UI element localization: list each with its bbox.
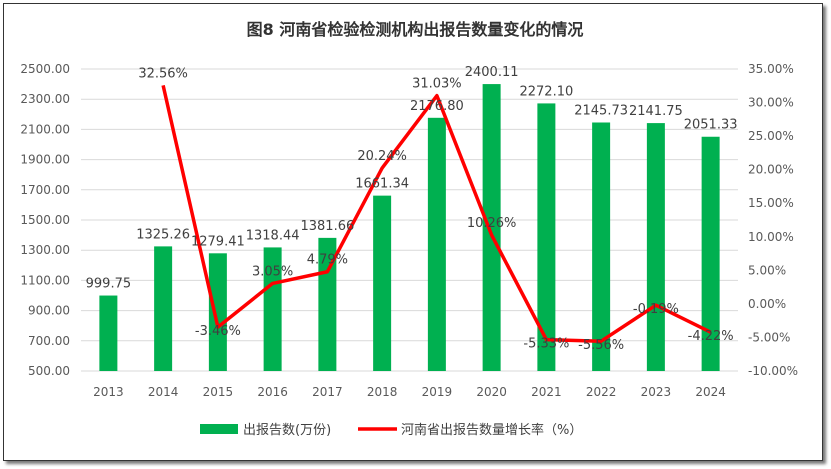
- x-tick-label: 2021: [531, 385, 562, 399]
- line-label: -3.46%: [195, 324, 241, 339]
- legend-bar-label: 出报告数(万份): [243, 423, 331, 438]
- line-label: 3.05%: [252, 264, 293, 279]
- y-right-tick-label: 20.00%: [748, 163, 794, 177]
- y-left-tick-label: 1900.00: [20, 153, 70, 167]
- bar: [373, 195, 392, 371]
- y-right-tick-label: -5.00%: [748, 330, 790, 344]
- bar-label: 1325.26: [136, 227, 190, 242]
- y-right-tick-label: 0.00%: [748, 297, 786, 311]
- bar: [99, 295, 118, 371]
- y-right-tick-label: 10.00%: [748, 230, 794, 244]
- legend-line-label: 河南省出报告数量增长率（%）: [401, 422, 582, 438]
- y-right-tick-label: 25.00%: [748, 129, 794, 143]
- line-label: -0.19%: [633, 302, 679, 317]
- x-tick-label: 2013: [93, 385, 124, 399]
- bar: [482, 84, 501, 372]
- bar-label: 1279.41: [191, 234, 245, 249]
- line-label: 4.79%: [307, 253, 348, 268]
- bar: [701, 136, 720, 371]
- bar-label: 2400.11: [465, 65, 519, 80]
- y-left-tick-label: 2500.00: [20, 62, 70, 76]
- bar: [154, 246, 173, 371]
- line-label: 32.56%: [138, 66, 188, 81]
- y-left-tick-label: 1700.00: [20, 183, 70, 197]
- bar-label: 1661.34: [355, 177, 409, 192]
- legend-bar-swatch: [200, 424, 238, 434]
- bar: [592, 122, 611, 371]
- y-left-tick-label: 2300.00: [20, 92, 70, 106]
- bar-label: 2141.75: [629, 104, 683, 119]
- y-left-tick-label: 2100.00: [20, 122, 70, 136]
- line-label: -5.56%: [578, 338, 624, 353]
- bar: [537, 103, 556, 371]
- chart-frame: [3, 3, 823, 461]
- x-tick-label: 2014: [148, 385, 179, 399]
- bar-label: 1318.44: [246, 228, 300, 243]
- bar: [646, 123, 665, 371]
- x-tick-label: 2015: [203, 385, 234, 399]
- y-left-tick-label: 1300.00: [20, 243, 70, 257]
- line-label: -4.22%: [688, 329, 734, 344]
- x-tick-label: 2017: [312, 385, 343, 399]
- x-tick-label: 2022: [586, 385, 617, 399]
- bar: [208, 253, 227, 371]
- y-left-tick-label: 900.00: [28, 304, 70, 318]
- line-label: 10.26%: [467, 216, 517, 231]
- bar: [427, 117, 446, 372]
- x-tick-label: 2018: [367, 385, 398, 399]
- line-label: 31.03%: [412, 77, 462, 92]
- bar-label: 2145.73: [574, 103, 628, 118]
- chart-title: 图8 河南省检验检测机构出报告数量变化的情况: [247, 20, 584, 39]
- x-tick-label: 2023: [641, 385, 672, 399]
- y-left-tick-label: 500.00: [28, 364, 70, 378]
- x-tick-label: 2016: [257, 385, 288, 399]
- x-tick-label: 2019: [422, 385, 453, 399]
- bar-label: 2051.33: [684, 118, 738, 133]
- y-right-tick-label: 35.00%: [748, 62, 794, 76]
- y-right-tick-label: 15.00%: [748, 196, 794, 210]
- y-right-tick-label: 30.00%: [748, 96, 794, 110]
- y-left-tick-label: 1100.00: [20, 273, 70, 287]
- y-left-tick-label: 700.00: [28, 334, 70, 348]
- line-label: 20.24%: [357, 149, 407, 164]
- bar-label: 2176.80: [410, 99, 464, 114]
- x-tick-label: 2020: [476, 385, 507, 399]
- bar-label: 2272.10: [519, 84, 573, 99]
- bar: [263, 247, 282, 371]
- line-label: -5.33%: [523, 337, 569, 352]
- bar-label: 999.75: [86, 277, 132, 292]
- y-right-tick-label: 5.00%: [748, 263, 786, 277]
- bar-label: 1381.66: [300, 219, 354, 234]
- x-tick-label: 2024: [695, 385, 726, 399]
- y-right-tick-label: -10.00%: [748, 364, 798, 378]
- y-left-tick-label: 1500.00: [20, 213, 70, 227]
